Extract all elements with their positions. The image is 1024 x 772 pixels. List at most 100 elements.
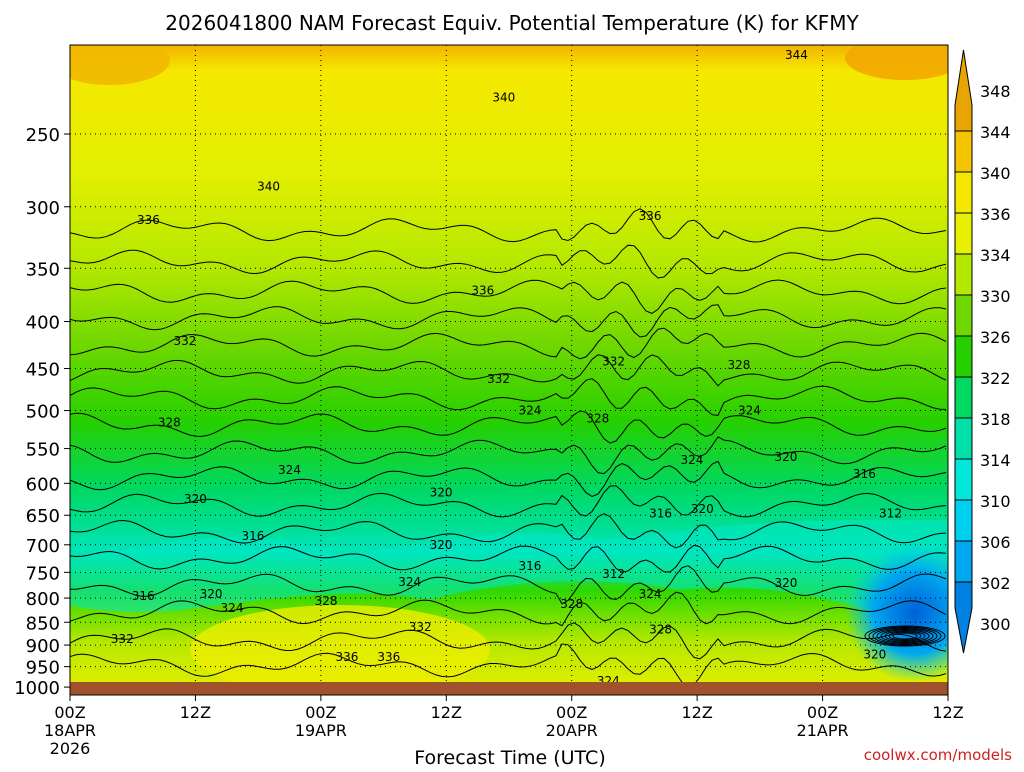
x-tick-date: 21APR [797,721,849,740]
y-tick-label: 950 [26,658,60,679]
colorbar-label: 330 [980,287,1011,306]
colorbar-swatch [954,376,973,419]
colorbar-label: 322 [980,369,1011,388]
colorbar-swatch [954,212,973,255]
x-tick-label: 12Z [431,703,462,722]
y-tick-label: 700 [26,536,60,557]
ground-surface [70,682,948,695]
contour-label: 320 [430,486,453,500]
contour-label: 340 [492,90,515,104]
contour-label-text: 336 [471,283,494,297]
contour-label-text: 320 [775,576,798,590]
contour-label: 316 [853,467,876,481]
contour-label: 320 [200,587,223,601]
contour-line [70,565,947,605]
contour-label: 328 [560,597,583,611]
colorbar-label: 310 [980,492,1011,511]
contour-label: 324 [738,404,761,418]
contour-line [876,628,934,644]
y-tick-label: 750 [26,563,60,584]
contour-label: 320 [775,576,798,590]
contour-label-text: 324 [278,463,301,477]
x-tick-label: 12Z [180,703,211,722]
contour-label-text: 336 [336,650,359,664]
contour-line [70,378,947,416]
colorbar: 348 344 340 336 334 330 326 322 318 314 310 306 302 3… [954,49,1011,654]
contour-label-text: 328 [727,358,750,372]
contour-line [70,513,947,549]
contour-label: 344 [785,48,808,62]
plot-frame [69,44,949,696]
y-tick-label: 250 [26,125,60,146]
colorbar-label: 326 [980,328,1011,347]
contour-label-text: 328 [158,415,181,429]
contour-label-text: 336 [137,213,160,227]
contour-line [70,622,947,660]
contour-label-text: 324 [221,601,244,615]
contour-line [880,629,930,643]
contour-label-text: 336 [377,650,400,664]
y-tick-label: 550 [26,440,60,461]
contour-label-text: 332 [174,334,197,348]
contour-line [70,436,947,475]
contour-label-text: 324 [639,587,662,601]
colorbar-label: 302 [980,574,1011,593]
colorbar-label: 306 [980,533,1011,552]
contour-line [70,304,947,338]
contour-line [888,631,922,641]
contour-label: 328 [649,623,672,637]
contour-label: 332 [409,620,432,634]
x-tick-label: 00Z [305,703,336,722]
x-tick-date: 18APR [44,721,96,740]
colorbar-swatch [954,458,973,501]
gridlines [70,45,948,695]
contour-label: 324 [680,453,703,467]
contour-label-text: 324 [398,575,421,589]
contour-label: 324 [639,587,662,601]
colorbar-swatch [954,171,973,214]
colorbar-label: 340 [980,164,1011,183]
y-axis: 2503003504004505005506006507007508008509… [14,125,70,699]
contour-line [864,625,946,647]
y-tick-label: 350 [26,259,60,280]
field-warm-top-right [845,45,948,80]
x-tick-label: 00Z [807,703,838,722]
contour-label: 336 [471,283,494,297]
contour-line [70,485,947,518]
contour-label: 332 [174,334,197,348]
contour-label: 316 [241,529,264,543]
contour-label-text: 320 [430,538,453,552]
contour-label: 332 [487,372,510,386]
contour-label-text: 320 [775,450,798,464]
y-tick-label: 800 [26,589,60,610]
contour-label-text: 324 [680,453,703,467]
x-tick-year: 2026 [50,739,91,758]
field-cold-core [845,542,948,682]
contour-line [884,630,926,642]
colorbar-swatch [954,49,973,132]
contour-label: 324 [278,463,301,477]
contour-label-text: 336 [639,209,662,223]
contour-label-text: 332 [602,354,625,368]
contour-label: 336 [639,209,662,223]
colorbar-label: 344 [980,123,1011,142]
colorbar-label: 314 [980,451,1011,470]
contour-label: 316 [132,589,155,603]
colorbar-label: 336 [980,205,1011,224]
contour-label: 316 [518,559,541,573]
colorbar-swatch [954,253,973,296]
contour-label: 332 [111,632,134,646]
contour-line [70,410,947,444]
contour-label: 320 [184,492,207,506]
contour-label: 328 [727,358,750,372]
contour-line [892,632,918,640]
contour-label: 320 [691,502,714,516]
contour-label: 328 [315,594,338,608]
colorbar-swatch [954,294,973,337]
colorbar-label: 318 [980,410,1011,429]
contour-label: 320 [775,450,798,464]
